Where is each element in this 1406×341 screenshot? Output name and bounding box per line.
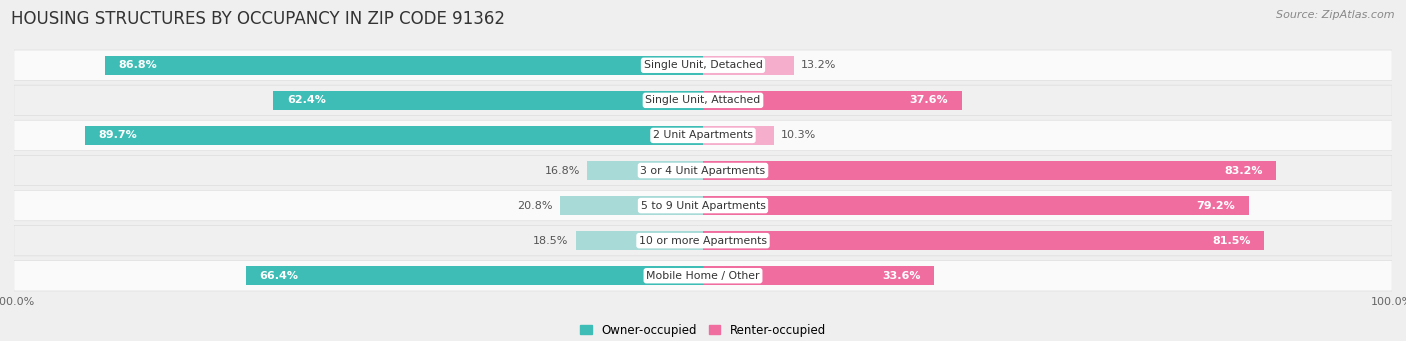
Bar xyxy=(575,231,703,250)
Bar xyxy=(588,161,703,180)
Text: 13.2%: 13.2% xyxy=(801,60,837,70)
Bar xyxy=(703,266,935,285)
FancyBboxPatch shape xyxy=(14,261,1392,291)
Text: 86.8%: 86.8% xyxy=(118,60,157,70)
Text: 3 or 4 Unit Apartments: 3 or 4 Unit Apartments xyxy=(641,165,765,176)
Text: Mobile Home / Other: Mobile Home / Other xyxy=(647,271,759,281)
Text: 20.8%: 20.8% xyxy=(517,201,553,211)
Bar xyxy=(703,56,794,75)
Text: 18.5%: 18.5% xyxy=(533,236,568,246)
Text: 2 Unit Apartments: 2 Unit Apartments xyxy=(652,130,754,140)
Bar xyxy=(246,266,703,285)
Bar xyxy=(105,56,703,75)
Text: 83.2%: 83.2% xyxy=(1223,165,1263,176)
FancyBboxPatch shape xyxy=(14,155,1392,186)
Text: 37.6%: 37.6% xyxy=(910,95,948,105)
FancyBboxPatch shape xyxy=(14,50,1392,80)
Text: 62.4%: 62.4% xyxy=(287,95,326,105)
FancyBboxPatch shape xyxy=(14,85,1392,116)
FancyBboxPatch shape xyxy=(14,225,1392,256)
FancyBboxPatch shape xyxy=(14,120,1392,151)
Text: 10.3%: 10.3% xyxy=(780,130,815,140)
Text: 66.4%: 66.4% xyxy=(259,271,298,281)
Text: 81.5%: 81.5% xyxy=(1212,236,1251,246)
Text: 79.2%: 79.2% xyxy=(1197,201,1234,211)
Text: Single Unit, Detached: Single Unit, Detached xyxy=(644,60,762,70)
Bar xyxy=(273,91,703,110)
FancyBboxPatch shape xyxy=(14,190,1392,221)
Text: HOUSING STRUCTURES BY OCCUPANCY IN ZIP CODE 91362: HOUSING STRUCTURES BY OCCUPANCY IN ZIP C… xyxy=(11,10,505,28)
Bar xyxy=(703,196,1249,215)
Text: 33.6%: 33.6% xyxy=(882,271,921,281)
Bar xyxy=(703,91,962,110)
Text: 5 to 9 Unit Apartments: 5 to 9 Unit Apartments xyxy=(641,201,765,211)
Text: 89.7%: 89.7% xyxy=(98,130,138,140)
Text: 10 or more Apartments: 10 or more Apartments xyxy=(638,236,768,246)
Bar xyxy=(703,231,1264,250)
Text: 16.8%: 16.8% xyxy=(546,165,581,176)
Bar xyxy=(703,161,1277,180)
Text: Single Unit, Attached: Single Unit, Attached xyxy=(645,95,761,105)
Bar xyxy=(84,126,703,145)
Bar xyxy=(560,196,703,215)
Text: Source: ZipAtlas.com: Source: ZipAtlas.com xyxy=(1277,10,1395,20)
Bar xyxy=(703,126,773,145)
Legend: Owner-occupied, Renter-occupied: Owner-occupied, Renter-occupied xyxy=(575,319,831,341)
